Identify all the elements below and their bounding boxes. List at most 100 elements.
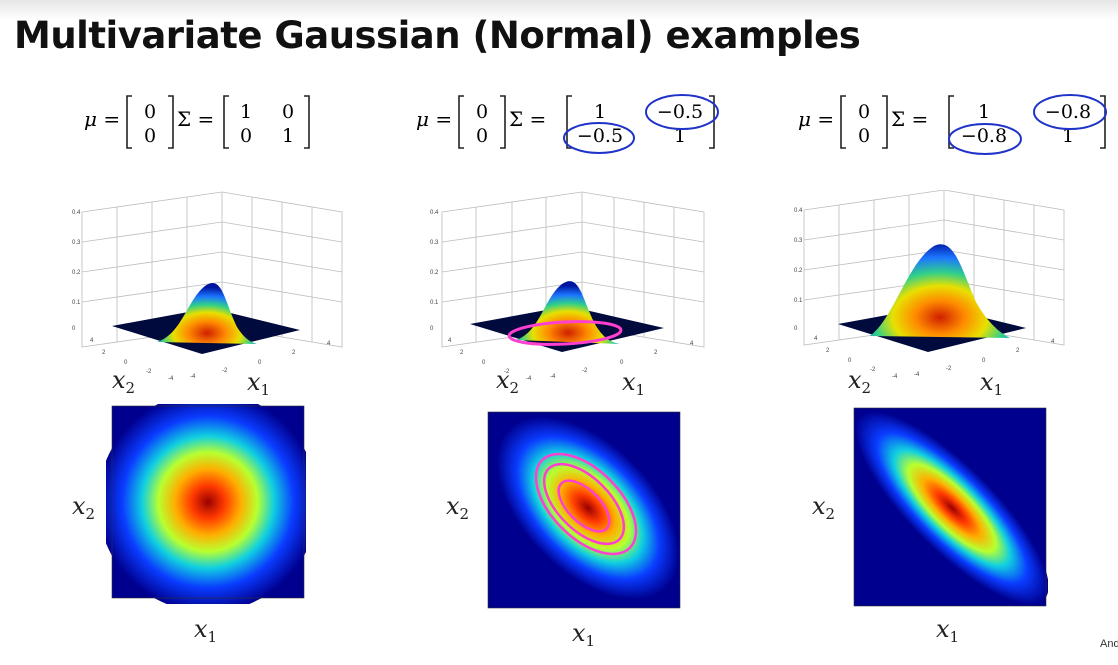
annotation-circle-icon [948,123,1022,155]
annotation-circle-icon [563,122,635,154]
svg-text:-4: -4 [190,374,196,380]
z-tick: 0.1 [794,298,803,304]
sigma-11: 1 [594,101,606,123]
sigma-21: 0 [240,125,252,147]
sigma-22: 1 [282,125,294,147]
svg-text:4: 4 [814,336,818,342]
heatmap-plot [853,407,1048,607]
mu-value-1: 0 [858,101,870,123]
z-tick: 0.4 [72,210,81,216]
svg-text:-4: -4 [168,376,174,382]
svg-text:Σ =: Σ = [509,107,546,131]
x1-axis-label-heatmap: x1 [194,615,218,646]
z-tick: 0.2 [430,270,439,276]
x1-axis-label-3d: x1 [247,368,271,399]
z-tick: 0.3 [794,238,803,244]
svg-text:4: 4 [1051,339,1055,345]
parameter-equation: μ = 0 0 Σ = 1 −0.5 −0.5 1 [416,94,719,154]
mu-value-2: 0 [858,125,870,147]
svg-text:4: 4 [327,341,331,347]
slide-top-band [0,0,1118,20]
z-tick: 0.1 [72,300,81,306]
svg-text:4: 4 [448,338,452,344]
svg-text:0: 0 [848,358,852,364]
svg-text:-2: -2 [504,369,510,375]
x1-axis-label-heatmap: x1 [936,615,960,646]
svg-text:-4: -4 [892,374,898,380]
svg-text:-4: -4 [550,374,556,380]
z-tick: 0.2 [794,268,803,274]
sigma-22: 1 [1062,125,1074,147]
annotation-circle-icon [645,94,719,130]
x1-axis-label-3d: x1 [622,368,646,399]
mu-value-2: 0 [476,125,488,147]
x2-axis-label-heatmap: x2 [72,492,96,523]
sigma-symbol: Σ = [177,107,214,131]
svg-text:μ =: μ = [798,107,834,131]
svg-text:-2: -2 [146,369,152,375]
sigma-21: −0.8 [961,125,1007,147]
heatmap-plot [106,404,306,604]
svg-text:2: 2 [460,350,464,356]
parameter-equation: μ = 0 0 Σ = 1 0 0 1 [84,95,310,149]
svg-text:0: 0 [620,360,624,366]
gaussian-surface [870,244,1010,338]
mu-symbol: μ = [84,107,120,131]
svg-text:4: 4 [90,338,94,344]
mu-value-1: 0 [476,101,488,123]
svg-text:Σ =: Σ = [891,107,928,131]
x1-axis-label-3d: x1 [980,368,1004,399]
gaussian-surface [157,282,257,344]
svg-text:2: 2 [654,350,658,356]
svg-text:0: 0 [482,360,486,366]
example-panel-1: μ = 0 0 Σ = 1 0 0 1 0.4 0.3 0.2 0.1 0 [72,78,444,665]
sigma-21: −0.5 [577,125,623,147]
svg-text:0: 0 [124,360,128,366]
contour-annotation-icon [534,452,638,556]
svg-text:-4: -4 [914,372,920,378]
mu-value-2: 0 [144,125,156,147]
svg-text:2: 2 [826,348,830,354]
parameter-equation: μ = 0 0 Σ = 1 −0.8 −0.8 1 [798,94,1107,155]
z-tick: 0.2 [72,270,81,276]
slide-title: Multivariate Gaussian (Normal) examples [14,14,861,57]
surface-plot-3d: 0.4 0.3 0.2 0.1 0 4 2 0 -2 -4 -4 -2 0 2 4 [72,191,343,382]
z-tick: 0.4 [794,208,803,214]
svg-text:2: 2 [102,350,106,356]
x2-axis-label-heatmap: x2 [812,492,836,523]
svg-text:2: 2 [292,350,296,356]
sigma-11: 1 [978,101,990,123]
z-tick: 0.4 [430,210,439,216]
x2-axis-label-3d: x2 [112,366,136,397]
z-tick: 0 [794,326,798,332]
svg-text:-2: -2 [222,368,228,374]
x2-axis-label-heatmap: x2 [446,492,470,523]
svg-text:μ =: μ = [416,107,452,131]
svg-text:-4: -4 [526,376,532,382]
sigma-11: 1 [240,101,252,123]
heatmap-plot [487,411,681,609]
svg-text:-2: -2 [946,366,952,372]
svg-text:-2: -2 [870,367,876,373]
sigma-12: −0.8 [1045,101,1091,123]
x2-axis-label-3d: x2 [848,366,872,397]
svg-text:-2: -2 [582,368,588,374]
surface-plot-3d: 0.4 0.3 0.2 0.1 0 4 2 0 -2 -4 -4 -2 0 2 4 [430,191,705,382]
z-tick: 0 [72,326,76,332]
example-panel-2: μ = 0 0 Σ = 1 −0.5 −0.5 1 0.4 0.3 0.2 0.… [404,78,776,665]
svg-text:0: 0 [258,360,262,366]
surface-plot-3d: 0.4 0.3 0.2 0.1 0 4 2 0 -2 -4 -4 -2 0 2 4 [794,190,1065,380]
example-panel-3: μ = 0 0 Σ = 1 −0.8 −0.8 1 0.4 0.3 0.2 0.… [786,78,1118,665]
annotation-circle-icon [1033,94,1107,130]
z-tick: 0.3 [430,240,439,246]
z-tick: 0.3 [72,240,81,246]
mu-value-1: 0 [144,101,156,123]
sigma-12: −0.5 [657,101,703,123]
sigma-22: 1 [674,125,686,147]
contour-annotation-icon [507,320,623,346]
svg-text:0: 0 [982,358,986,364]
z-tick: 0 [430,326,434,332]
z-tick: 0.1 [430,300,439,306]
x1-axis-label-heatmap: x1 [572,619,596,650]
x2-axis-label-3d: x2 [496,366,520,397]
